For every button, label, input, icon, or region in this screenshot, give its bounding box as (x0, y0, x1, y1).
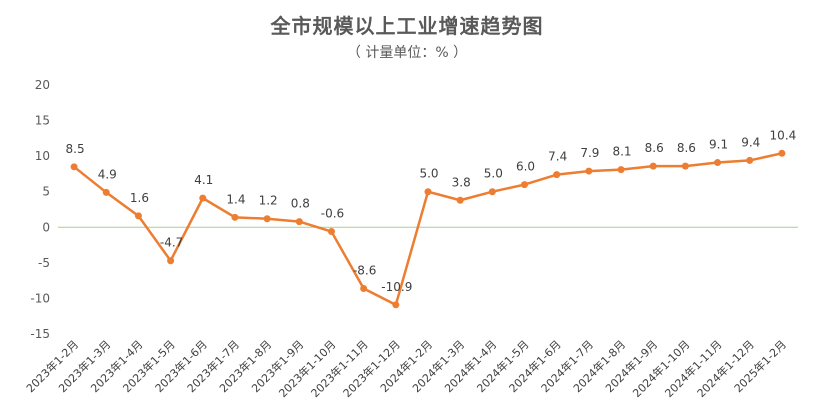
data-label: 8.6 (677, 141, 696, 155)
data-label: 10.4 (770, 128, 797, 142)
data-point (392, 301, 400, 309)
data-label: 8.5 (66, 142, 85, 156)
data-label: 4.9 (98, 167, 117, 181)
data-label: -10.9 (381, 280, 412, 294)
data-point (681, 162, 689, 170)
y-tick-label: 0 (42, 220, 50, 234)
data-point (617, 166, 625, 174)
data-label: -8.6 (353, 263, 376, 277)
data-label: 9.1 (709, 138, 728, 152)
data-label: 7.9 (580, 146, 599, 160)
data-label: -4.7 (160, 236, 183, 250)
x-tick-label: 2024年1-11月 (662, 337, 725, 400)
data-point (778, 149, 786, 157)
data-label: -0.6 (321, 207, 344, 221)
data-point (295, 218, 303, 226)
x-tick-label: 2024年1-10月 (630, 337, 693, 400)
data-point (167, 257, 175, 265)
y-tick-label: -5 (38, 256, 50, 270)
y-tick-label: -10 (30, 291, 50, 305)
y-tick-label: 10 (35, 149, 50, 163)
data-point (456, 196, 464, 204)
x-tick-label: 2024年1-12月 (694, 337, 757, 400)
data-label: 1.6 (130, 191, 149, 205)
chart-subtitle: （ 计量单位：% ） (346, 45, 468, 61)
x-tick-label: 2023年1-11月 (308, 337, 371, 400)
data-label: 1.2 (259, 194, 278, 208)
data-label: 7.4 (548, 150, 567, 164)
y-tick-label: -15 (30, 327, 50, 341)
y-tick-label: 5 (42, 185, 50, 199)
data-label: 8.1 (612, 145, 631, 159)
data-point (585, 167, 593, 175)
data-point (360, 284, 368, 292)
data-label: 6.0 (516, 160, 535, 174)
x-tick-label: 2023年1-10月 (276, 337, 339, 400)
data-point (488, 188, 496, 196)
data-point (649, 162, 657, 170)
data-label: 8.6 (645, 141, 664, 155)
data-point (714, 159, 722, 167)
data-label: 1.4 (226, 192, 245, 206)
data-point (102, 188, 110, 196)
y-tick-label: 15 (35, 114, 50, 128)
data-point (70, 163, 78, 171)
x-tick-label: 2023年1-12月 (340, 337, 403, 400)
data-point (263, 215, 271, 223)
data-label: 0.8 (291, 197, 310, 211)
data-point (231, 213, 239, 221)
data-point (327, 228, 335, 236)
chart-title: 全市规模以上工业增速趋势图 (270, 14, 544, 38)
data-point (521, 181, 529, 189)
data-point (134, 212, 142, 220)
data-label: 4.1 (194, 173, 213, 187)
data-point (199, 194, 207, 202)
data-label: 5.0 (484, 167, 503, 181)
data-label: 3.8 (452, 175, 471, 189)
data-label: 5.0 (419, 167, 438, 181)
data-point (553, 171, 561, 179)
y-tick-label: 20 (35, 78, 50, 92)
data-point (746, 156, 754, 164)
data-point (424, 188, 432, 196)
data-label: 9.4 (741, 135, 760, 149)
